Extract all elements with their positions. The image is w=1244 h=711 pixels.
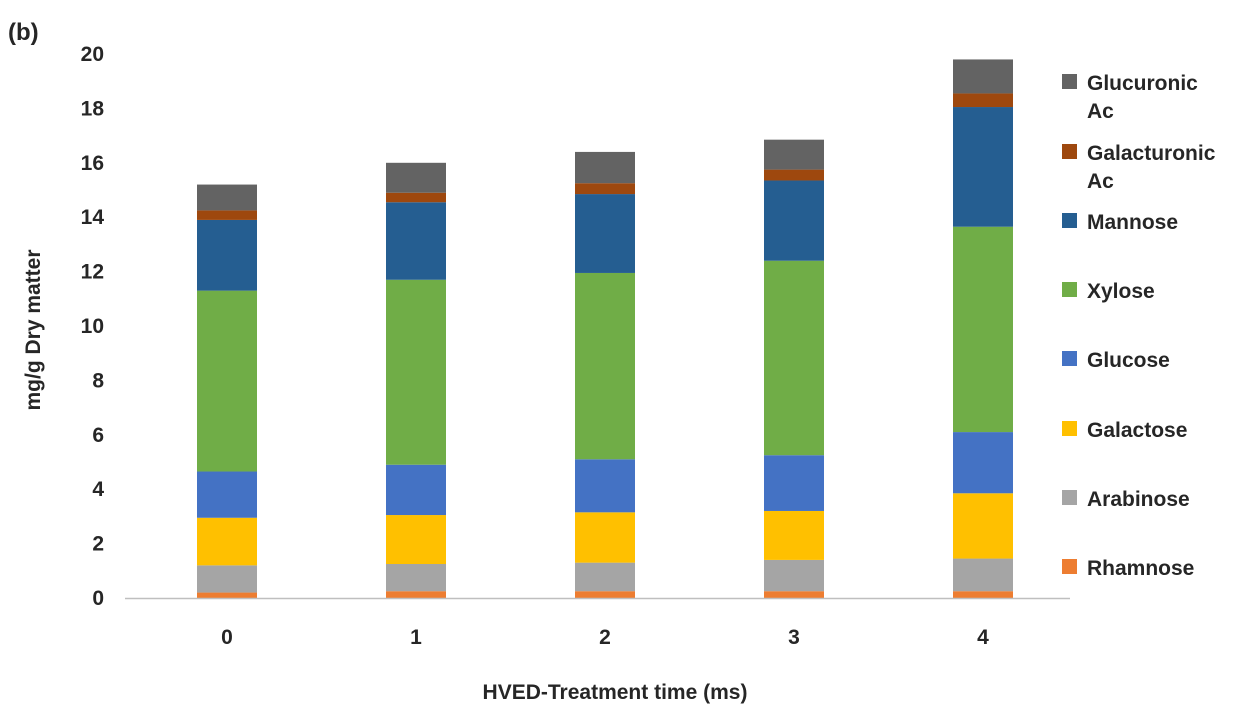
- bar-segment: [575, 194, 635, 273]
- x-tick-label: 4: [977, 626, 989, 649]
- bars: [197, 59, 1013, 598]
- bar-segment: [197, 565, 257, 593]
- bar-segment: [386, 279, 446, 465]
- bar-segment: [386, 564, 446, 592]
- legend-label: Rhamnose: [1087, 557, 1194, 580]
- y-axis-ticks: 0 2 4 6 8 10 12 14 16 18 20: [81, 43, 105, 610]
- bar-segment: [953, 59, 1013, 94]
- bar-segment: [575, 512, 635, 563]
- bar-segment: [764, 260, 824, 456]
- bar-segment: [953, 226, 1013, 433]
- y-tick-label: 14: [81, 206, 105, 229]
- legend-swatch: [1062, 490, 1077, 505]
- x-axis-label: HVED-Treatment time (ms): [483, 681, 748, 704]
- bar-segment: [953, 93, 1013, 108]
- bar-segment: [575, 459, 635, 513]
- y-tick-label: 18: [81, 97, 105, 120]
- y-tick-label: 20: [81, 43, 104, 66]
- bar-segment: [764, 169, 824, 181]
- bar-segment: [575, 272, 635, 460]
- bar-segment: [386, 591, 446, 598]
- bar-segment: [953, 432, 1013, 494]
- bar-segment: [764, 591, 824, 598]
- legend-label: Galacturonic Ac: [1087, 142, 1216, 193]
- legend-swatch: [1062, 213, 1077, 228]
- bar-segment: [764, 559, 824, 592]
- bar-segment: [386, 464, 446, 516]
- bar-segment: [386, 202, 446, 280]
- bar-segment: [764, 180, 824, 261]
- bar-segment: [953, 591, 1013, 598]
- x-tick-label: 1: [410, 626, 422, 649]
- x-tick-label: 3: [788, 626, 800, 649]
- legend-label: Mannose: [1087, 211, 1178, 234]
- y-tick-label: 4: [92, 478, 104, 501]
- legend-swatch: [1062, 74, 1077, 89]
- bar-segment: [197, 210, 257, 220]
- x-axis-ticks: 0 1 2 3 4: [221, 626, 989, 649]
- y-tick-label: 12: [81, 261, 104, 284]
- panel-label: (b): [8, 19, 39, 46]
- legend-label: Xylose: [1087, 280, 1155, 303]
- y-tick-label: 16: [81, 152, 104, 175]
- legend-swatch: [1062, 351, 1077, 366]
- bar-segment: [953, 493, 1013, 559]
- y-tick-label: 10: [81, 315, 104, 338]
- bar-segment: [575, 151, 635, 184]
- legend-swatch: [1062, 559, 1077, 574]
- bar-segment: [197, 517, 257, 566]
- legend-label: Galactose: [1087, 419, 1187, 442]
- legend-label: Glucuronic Ac: [1087, 72, 1198, 123]
- legend-swatch: [1062, 421, 1077, 436]
- bar-segment: [953, 558, 1013, 592]
- legend-swatch: [1062, 144, 1077, 159]
- legend-label: Arabinose: [1087, 488, 1190, 511]
- legend: Glucuronic Ac Galacturonic Ac Mannose Xylose G…: [1062, 72, 1216, 580]
- bar-segment: [764, 455, 824, 511]
- legend-swatch: [1062, 282, 1077, 297]
- bar-segment: [764, 139, 824, 170]
- y-tick-label: 8: [92, 369, 104, 392]
- bar-segment: [197, 592, 257, 598]
- y-axis-label: mg/g Dry matter: [22, 249, 45, 410]
- bar-segment: [197, 290, 257, 472]
- bar-segment: [575, 591, 635, 598]
- legend-label: Glucose: [1087, 349, 1170, 372]
- y-tick-label: 2: [92, 533, 104, 556]
- bar-segment: [386, 515, 446, 564]
- bar-segment: [764, 510, 824, 560]
- bar-segment: [197, 471, 257, 518]
- y-tick-label: 0: [92, 587, 104, 610]
- bar-segment: [575, 562, 635, 592]
- bar-segment: [386, 192, 446, 203]
- bar-segment: [197, 219, 257, 291]
- bar-segment: [575, 183, 635, 195]
- bar-segment: [386, 162, 446, 193]
- x-tick-label: 0: [221, 626, 233, 649]
- bar-segment: [953, 107, 1013, 227]
- x-tick-label: 2: [599, 626, 611, 649]
- bar-segment: [197, 184, 257, 211]
- y-tick-label: 6: [92, 424, 104, 447]
